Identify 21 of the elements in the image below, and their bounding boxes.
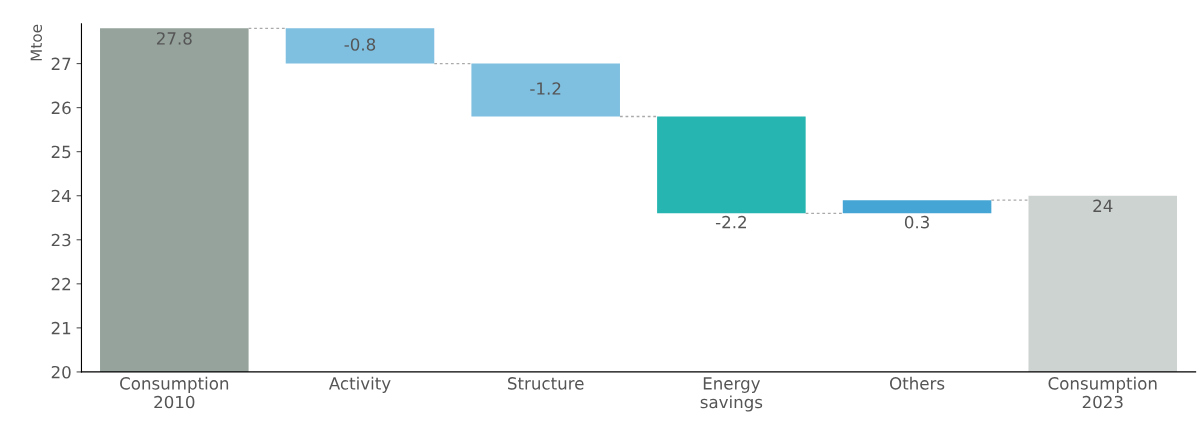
x-tick-label: Structure — [508, 377, 584, 390]
x-tick-label: Consumption 2023 — [1048, 376, 1157, 409]
y-axis-title: Mtoe — [30, 24, 43, 61]
y-tick-label: 23 — [51, 233, 71, 247]
data-label: 27.8 — [156, 32, 192, 45]
y-tick-label: 26 — [51, 101, 71, 115]
y-tick-label: 27 — [51, 57, 71, 70]
data-label: 24 — [1093, 199, 1113, 212]
x-tick-label: Others — [890, 376, 945, 390]
y-tick-label: 21 — [51, 321, 71, 335]
data-label: -0.8 — [344, 38, 376, 51]
data-label: -2.2 — [715, 215, 746, 229]
x-tick-label: Activity — [328, 376, 391, 393]
x-tick-label: Energy savings — [700, 377, 763, 412]
data-label: -1.2 — [530, 82, 561, 95]
y-tick-label: 22 — [51, 277, 71, 291]
y-tick-label: 20 — [51, 365, 71, 379]
data-label: 0.3 — [904, 215, 929, 229]
y-tick-label: 24 — [51, 189, 71, 203]
y-tick-label: 25 — [51, 145, 71, 159]
x-tick-label: Consumption 2010 — [120, 376, 229, 409]
